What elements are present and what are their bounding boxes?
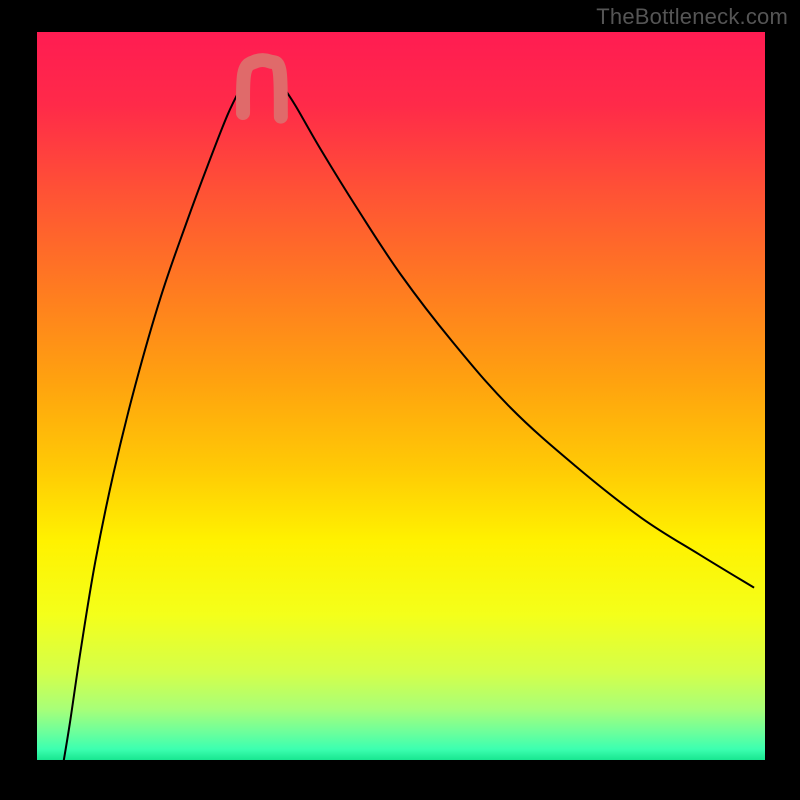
canvas-root: TheBottleneck.com: [0, 0, 800, 800]
curve-right-branch: [281, 84, 754, 588]
chart-svg: [37, 32, 765, 768]
plot-area: [37, 32, 765, 768]
minimum-marker: [243, 60, 281, 117]
curve-left-branch: [62, 84, 243, 768]
watermark-text: TheBottleneck.com: [596, 4, 788, 30]
